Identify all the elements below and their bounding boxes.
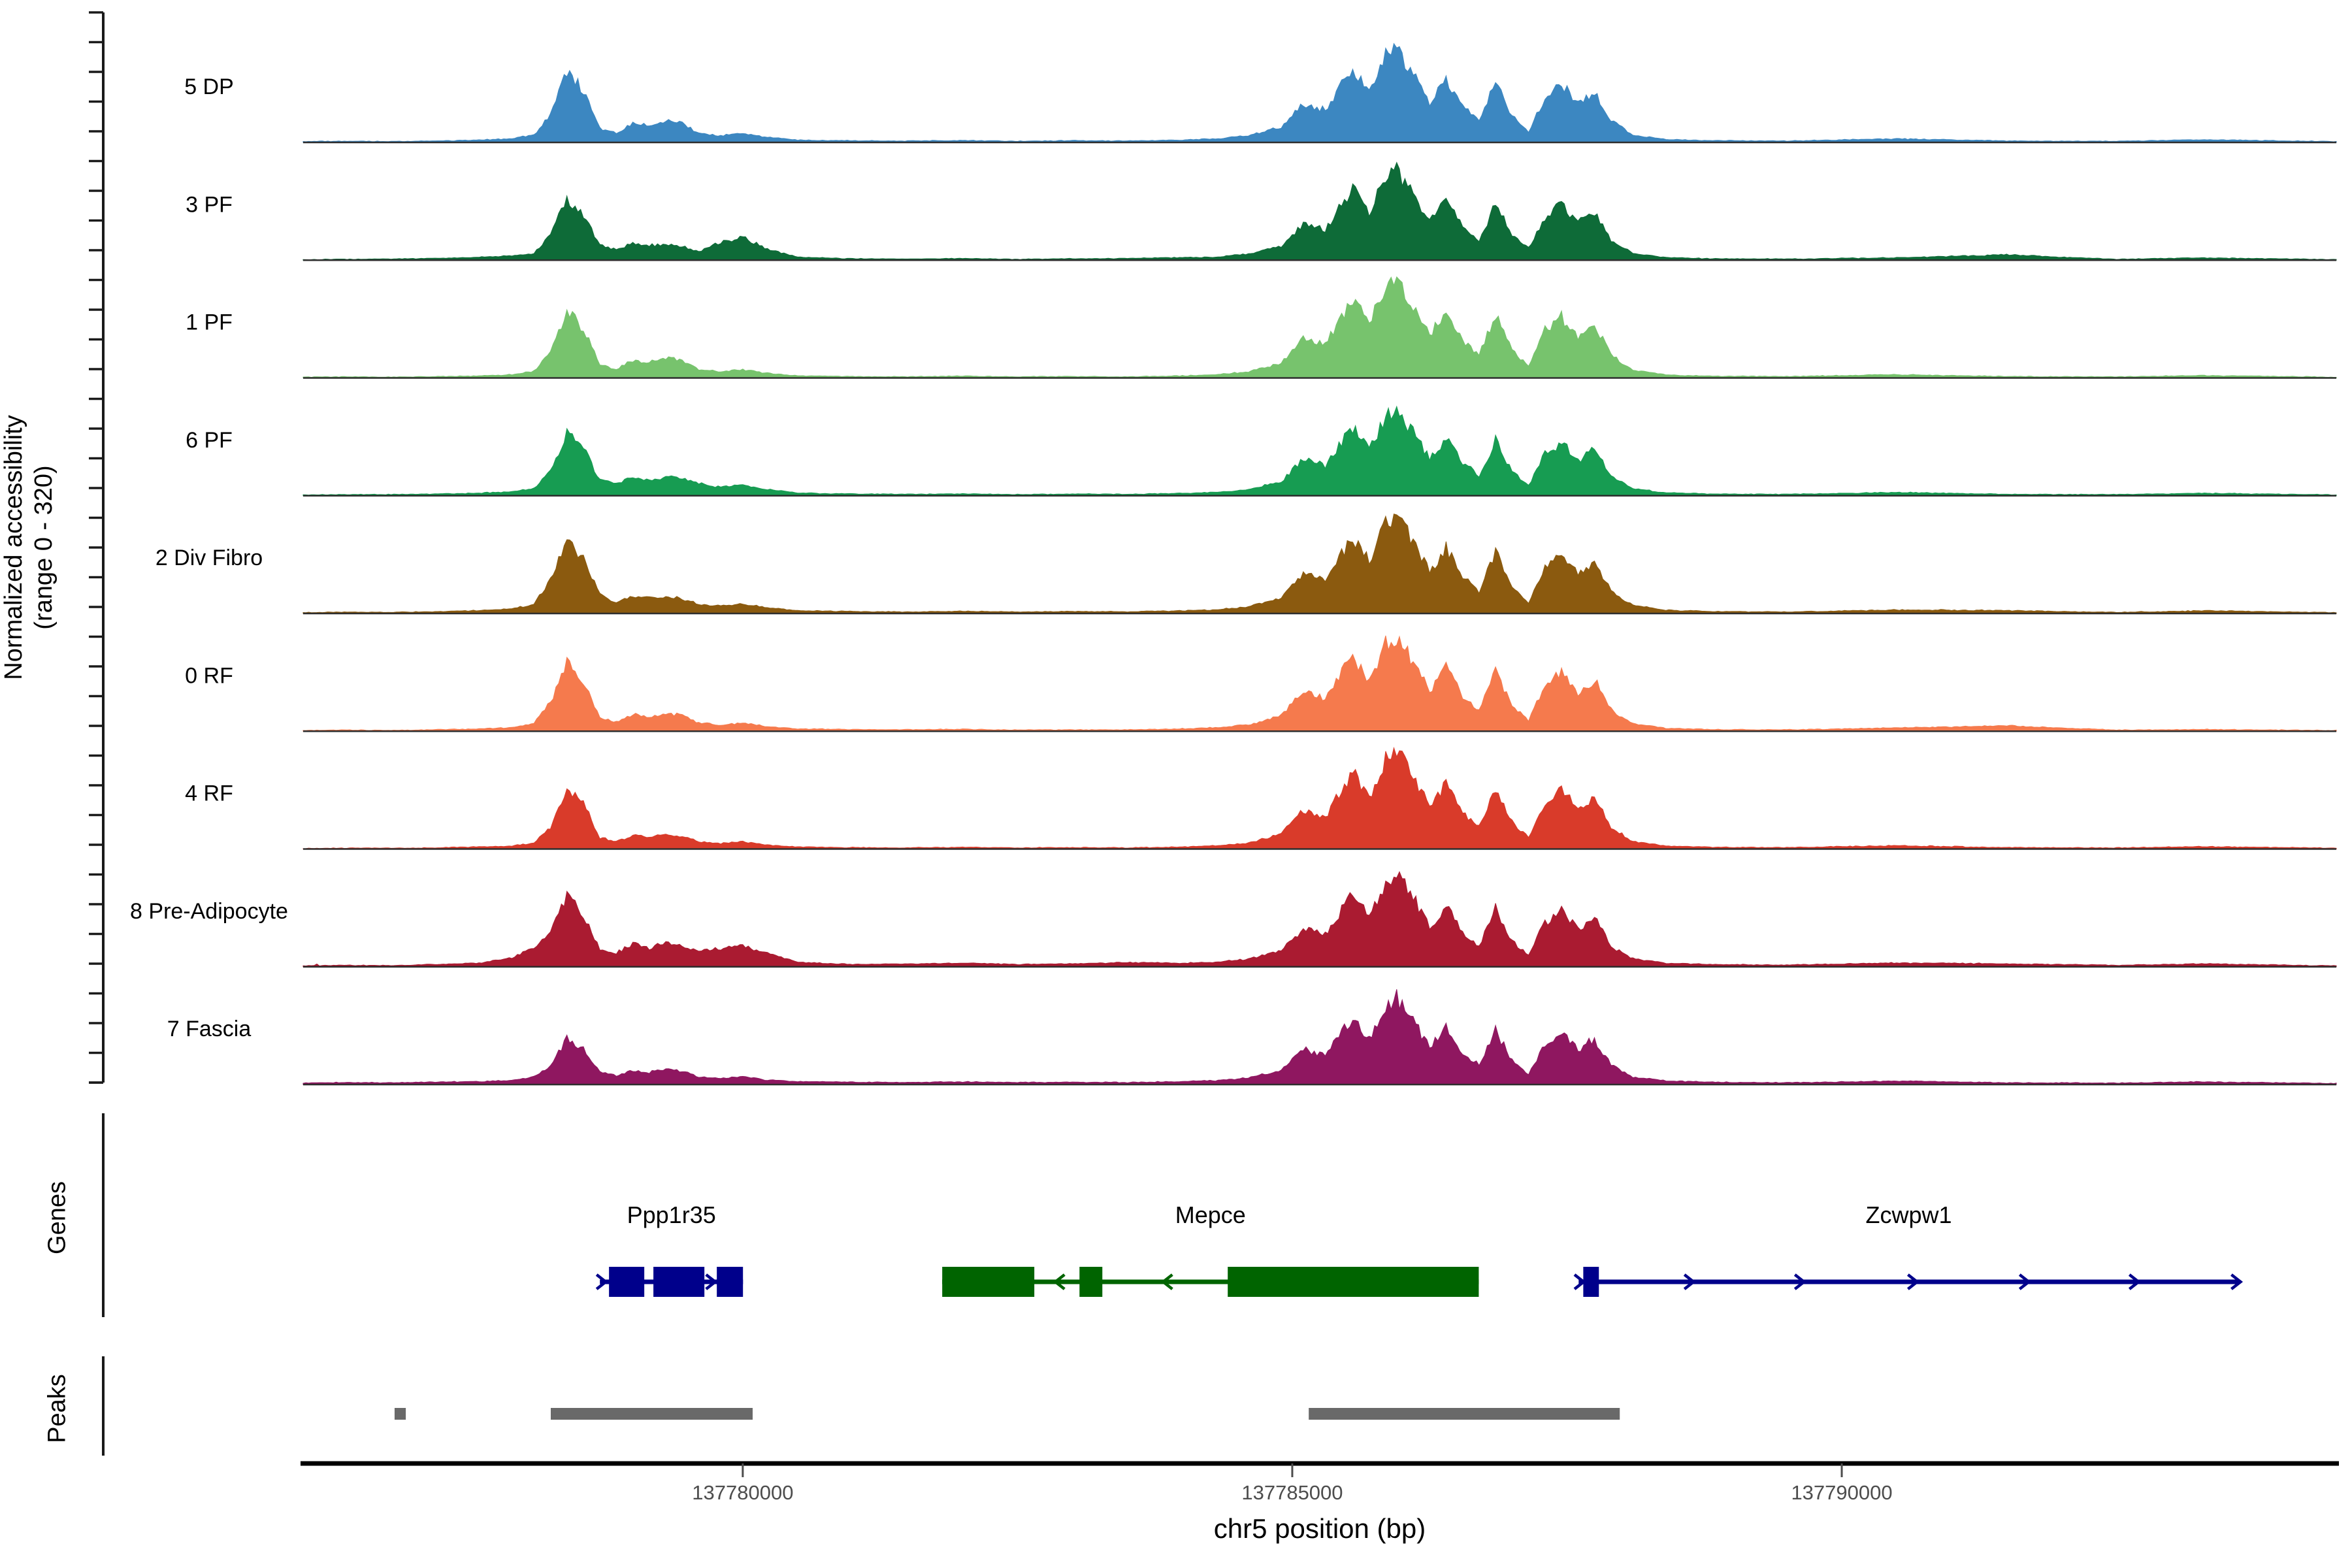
gene-name-label: Ppp1r35	[627, 1201, 716, 1228]
x-axis: 137780000 137785000 137790000	[301, 1461, 2339, 1504]
gene-exon	[653, 1267, 705, 1297]
gene-zcwpw1: Zcwpw1	[1573, 1201, 2244, 1297]
gene-mepce: Mepce	[942, 1201, 1479, 1297]
coverage-area-3-pf	[302, 161, 2337, 261]
coverage-area-0-rf	[302, 635, 2337, 732]
genes-track: Ppp1r35 Mepce Zcwpw1	[102, 1113, 2244, 1317]
track-label-3-pf: 3 PF	[186, 192, 233, 217]
gene-strand-arrow	[1793, 1273, 1806, 1290]
coverage-tracks	[302, 42, 2337, 1086]
coverage-area-2-div-fibro	[302, 514, 2337, 614]
peak-interval	[1309, 1408, 1620, 1420]
track-label-0-rf: 0 RF	[185, 663, 233, 688]
gene-strand-arrow	[1053, 1273, 1066, 1290]
coverage-area-4-rf	[302, 746, 2337, 849]
y-axis-title: Normalized accessibility (range 0 - 320)	[0, 415, 59, 679]
gene-exon	[1228, 1267, 1479, 1297]
coverage-area-1-pf	[302, 276, 2337, 378]
coverage-area-7-fascia	[302, 989, 2337, 1085]
gene-exon	[1583, 1267, 1599, 1297]
gene-exon	[942, 1267, 1035, 1297]
x-axis-tick-label: 137785000	[1241, 1481, 1343, 1504]
gene-strand-arrow	[1573, 1273, 1586, 1290]
gene-strand-arrow	[1683, 1273, 1696, 1290]
gene-exon	[609, 1267, 645, 1297]
gene-strand-arrow	[2128, 1273, 2141, 1290]
y-axis-title-line2: (range 0 - 320)	[30, 465, 57, 630]
genes-section-label: Genes	[43, 1181, 71, 1254]
gene-strand-arrow	[1160, 1273, 1173, 1290]
coverage-area-5-dp	[302, 42, 2337, 143]
gene-ppp1r35: Ppp1r35	[595, 1201, 743, 1297]
gene-strand-arrow	[1906, 1273, 1919, 1290]
track-label-2-div-fibro: 2 Div Fibro	[155, 546, 263, 570]
gene-strand-arrow	[2230, 1273, 2244, 1290]
track-label-4-rf: 4 RF	[185, 781, 233, 806]
gene-strand-arrow	[2018, 1273, 2031, 1290]
y-axis-ruler	[89, 11, 105, 1084]
track-label-1-pf: 1 PF	[186, 310, 233, 335]
peak-interval	[550, 1408, 753, 1420]
x-axis-tick-label: 137780000	[692, 1481, 793, 1504]
gene-exon	[1079, 1267, 1103, 1297]
x-axis-tick-label: 137790000	[1791, 1481, 1892, 1504]
peaks-track	[102, 1356, 1620, 1456]
gene-exon	[717, 1267, 743, 1297]
gene-strand-arrow	[595, 1273, 608, 1290]
coverage-area-8-pre-adipocyte	[302, 871, 2337, 968]
gene-strand-arrow	[705, 1273, 718, 1290]
track-label-8-pre-adipocyte: 8 Pre-Adipocyte	[130, 899, 288, 924]
peaks-section-label: Peaks	[43, 1374, 71, 1443]
coverage-area-6-pf	[302, 405, 2337, 497]
peak-interval	[394, 1408, 406, 1420]
track-label-6-pf: 6 PF	[186, 428, 233, 453]
track-labels: 5 DP 3 PF 1 PF 6 PF 2 Div Fibro 0 RF 4 RF 8 Pre…	[130, 74, 288, 1041]
y-axis-title-line1: Normalized accessibility	[0, 415, 27, 680]
track-label-5-dp: 5 DP	[184, 74, 234, 99]
x-axis-title: chr5 position (bp)	[1213, 1513, 1426, 1544]
gene-name-label: Zcwpw1	[1865, 1201, 1952, 1228]
track-label-7-fascia: 7 Fascia	[167, 1017, 252, 1041]
gene-name-label: Mepce	[1175, 1201, 1246, 1228]
